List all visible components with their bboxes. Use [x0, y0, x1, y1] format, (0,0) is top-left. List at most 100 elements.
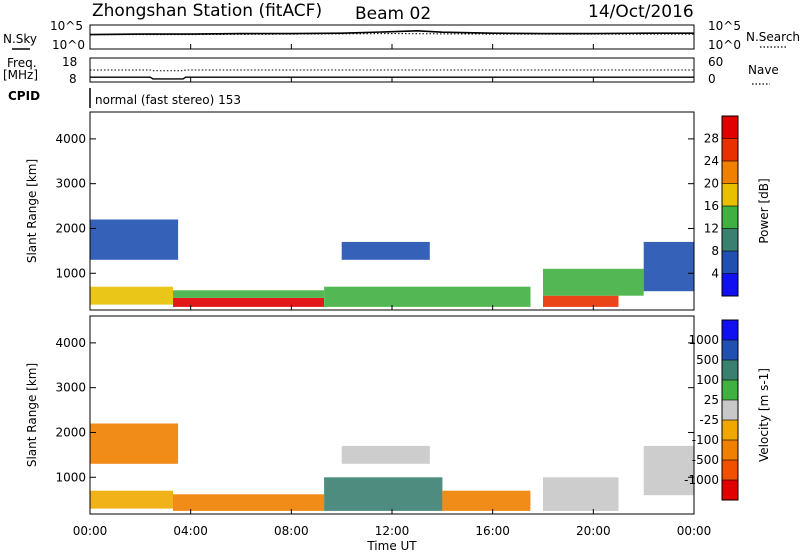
power-region-5: [543, 268, 644, 296]
power-ytick-label-3: 4000: [55, 132, 86, 146]
power-cbar-swatch-1: [722, 251, 738, 274]
x-axis: 00:00 04:00 08:00 12:00 16:00 20:00 00:00: [73, 44, 712, 538]
velocity-cbar-label-1: -500: [692, 453, 719, 467]
noise-rtick-top: 10^5: [708, 19, 741, 33]
freq-unit-label: [MHz]: [3, 68, 38, 82]
power-region-2: [173, 290, 324, 298]
velocity-cbar-swatch-2: [722, 440, 738, 460]
nsky-label: N.Sky: [3, 32, 37, 46]
power-cbar-label-2: 12: [704, 222, 719, 236]
power-cbar-label-1: 8: [711, 244, 719, 258]
velocity-cbar-swatch-8: [722, 320, 738, 340]
cpid-text: normal (fast stereo) 153: [95, 93, 241, 107]
velocity-ytick-label-0: 1000: [55, 470, 86, 484]
velocity-colorbar: -1000 -500 -100 -25 25 100 500 1000: [684, 319, 739, 501]
velocity-region-1: [173, 494, 324, 511]
freq-series: [90, 69, 694, 80]
station-title: Zhongshan Station (fitACF): [92, 1, 322, 21]
velocity-cbar-swatch-1: [722, 460, 738, 480]
x-tick-label-0: 00:00: [73, 524, 108, 538]
velocity-cbar-swatch-7: [722, 340, 738, 360]
power-region-4: [543, 295, 619, 307]
freq-label: Freq.: [7, 56, 37, 70]
noise-ytick-bottom: 10^0: [52, 38, 85, 52]
velocity-cbar-label-0: -1000: [684, 473, 719, 487]
x-tick-label-4: 16:00: [475, 524, 510, 538]
x-tick-label-5: 20:00: [576, 524, 611, 538]
power-ytick-label-0: 1000: [55, 266, 86, 280]
velocity-region-5: [90, 423, 179, 464]
freq-ytick-bottom: 8: [69, 72, 77, 86]
x-tick-label-6: 00:00: [677, 524, 712, 538]
velocity-ytick-label-1: 2000: [55, 425, 86, 439]
velocity-heatmap: [90, 423, 694, 511]
velocity-region-2: [324, 477, 443, 511]
freq-line-1: [90, 69, 694, 72]
velocity-region-0: [90, 490, 173, 509]
power-region-8: [643, 241, 694, 292]
velocity-cbar-swatch-6: [722, 360, 738, 380]
power-cbar-label-6: 28: [704, 132, 719, 146]
power-cbar-swatch-7: [722, 116, 738, 139]
velocity-cbar-label-2: -100: [692, 433, 719, 447]
velocity-cbar-swatch-5: [722, 380, 738, 400]
nave-rtick-top: 60: [708, 55, 723, 69]
power-cbar-swatch-6: [722, 138, 738, 161]
power-ylabel: Slant Range [km]: [25, 159, 39, 263]
cpid-label: CPID: [8, 89, 40, 103]
x-tick-label-3: 12:00: [375, 524, 410, 538]
velocity-region-6: [341, 445, 430, 464]
velocity-region-7: [643, 445, 694, 496]
velocity-region-4: [543, 477, 619, 511]
power-cbar-label-5: 24: [704, 154, 719, 168]
velocity-cbar-label-4: 25: [704, 393, 719, 407]
velocity-cbar-label: Velocity [m s-1]: [757, 368, 771, 462]
power-cbar-label-3: 16: [704, 199, 719, 213]
freq-line-0: [90, 76, 694, 80]
power-cbar-label: Power [dB]: [757, 178, 771, 243]
velocity-cbar-swatch-0: [722, 480, 738, 500]
power-region-3: [324, 286, 531, 307]
velocity-y-axis: 1000 2000 3000 4000: [55, 336, 694, 484]
noise-rtick-bottom: 10^0: [708, 38, 741, 52]
power-cbar-label-4: 20: [704, 177, 719, 191]
power-region-0: [90, 286, 173, 305]
x-axis-label: Time UT: [366, 539, 417, 553]
velocity-cbar-label-5: 100: [696, 373, 719, 387]
velocity-cbar-frame: [721, 319, 739, 501]
power-cbar-label-0: 4: [711, 267, 719, 281]
power-ytick-label-1: 2000: [55, 221, 86, 235]
power-region-6: [90, 219, 179, 260]
beam-label: Beam 02: [355, 4, 431, 24]
power-ytick-label-2: 3000: [55, 177, 86, 191]
velocity-cbar-swatch-3: [722, 420, 738, 440]
noise-line-1: [90, 33, 694, 36]
power-cbar-swatch-3: [722, 206, 738, 229]
power-cbar-swatch-4: [722, 183, 738, 206]
power-cbar-swatch-0: [722, 273, 738, 296]
date-label: 14/Oct/2016: [588, 2, 694, 22]
velocity-cbar-swatch-4: [722, 400, 738, 420]
power-cbar-swatch-2: [722, 228, 738, 251]
nsearch-label: N.Search: [746, 30, 800, 44]
power-colorbar: 4 8 12 16 20 24 28: [704, 115, 739, 297]
noise-series: [89, 29, 694, 36]
nave-rtick-bottom: 0: [708, 72, 716, 86]
freq-ytick-top: 18: [62, 55, 77, 69]
velocity-cbar-label-3: -25: [699, 413, 719, 427]
power-region-1: [173, 297, 324, 307]
power-heatmap: [90, 219, 694, 307]
x-tick-label-2: 08:00: [274, 524, 309, 538]
power-cbar-swatch-5: [722, 161, 738, 184]
noise-ytick-top: 10^5: [50, 19, 83, 33]
velocity-cbar-label-6: 500: [696, 353, 719, 367]
velocity-ytick-label-2: 3000: [55, 381, 86, 395]
x-tick-label-1: 04:00: [173, 524, 208, 538]
velocity-ytick-label-3: 4000: [55, 336, 86, 350]
velocity-ylabel: Slant Range [km]: [25, 363, 39, 467]
power-y-axis: 1000 2000 3000 4000: [55, 132, 694, 280]
velocity-cbar-label-7: 1000: [688, 333, 719, 347]
power-region-7: [341, 241, 430, 260]
velocity-region-3: [442, 490, 531, 511]
